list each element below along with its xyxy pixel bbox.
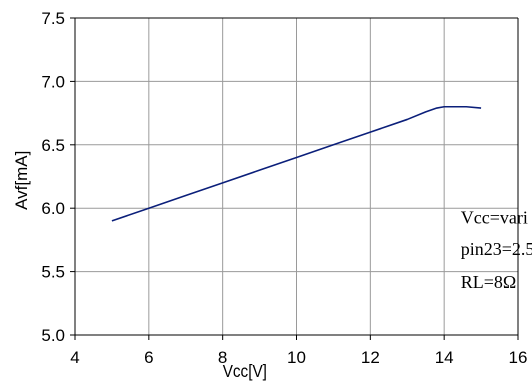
x-tick-label: 14 bbox=[435, 348, 454, 367]
y-tick-label: 5.5 bbox=[41, 263, 65, 282]
y-tick-label: 7.0 bbox=[41, 72, 65, 91]
y-axis-label: Avf[mA] bbox=[12, 151, 31, 210]
y-tick-label: 5.0 bbox=[41, 326, 65, 345]
x-tick-label: 4 bbox=[70, 348, 79, 367]
annotation-text: Vcc=vari bbox=[461, 207, 528, 227]
x-tick-label: 12 bbox=[361, 348, 380, 367]
annotation-text: pin23=2.5 bbox=[461, 239, 532, 259]
x-tick-label: 16 bbox=[509, 348, 528, 367]
x-tick-label: 6 bbox=[144, 348, 153, 367]
y-tick-label: 6.5 bbox=[41, 136, 65, 155]
annotation-text: RL=8Ω bbox=[461, 272, 517, 292]
y-tick-label: 7.5 bbox=[41, 9, 65, 28]
x-tick-label: 10 bbox=[287, 348, 306, 367]
x-axis-label: Vcc[V] bbox=[223, 361, 267, 381]
y-tick-label: 6.0 bbox=[41, 199, 65, 218]
data-series-line bbox=[111, 105, 482, 222]
x-tick-label: 8 bbox=[218, 348, 227, 367]
